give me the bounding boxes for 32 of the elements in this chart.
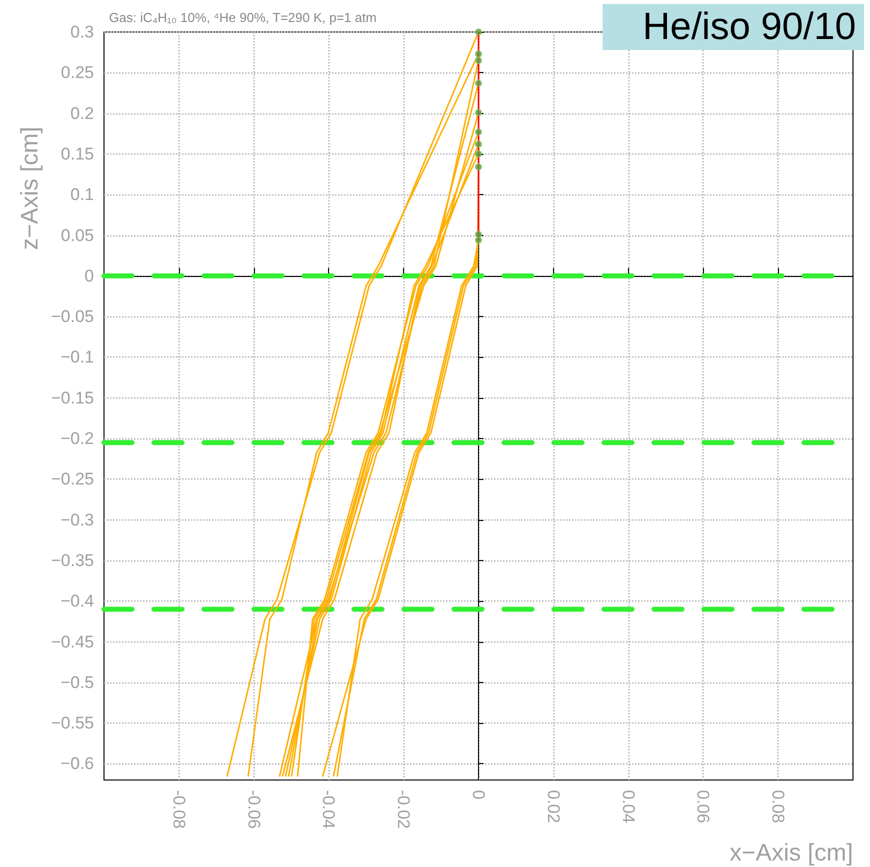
x-tick-label: -0.06 xyxy=(244,790,264,829)
x-tick-label: -0.08 xyxy=(169,790,188,829)
y-tick-label: −0.3 xyxy=(60,510,94,530)
x-tick-label: 0.02 xyxy=(544,790,563,824)
y-tick-label: 0.15 xyxy=(60,144,94,164)
chart-title: Gas: iC₄H₁₀ 10%, ⁴He 90%, T=290 K, p=1 atm xyxy=(109,10,377,25)
x-tick-label: 0.04 xyxy=(618,790,638,824)
y-axis-title: z−Axis [cm] xyxy=(16,126,44,250)
y-tick-label: −0.55 xyxy=(50,714,94,733)
y-tick-label: 0 xyxy=(84,266,94,286)
y-tick-label: −0.4 xyxy=(60,592,94,611)
y-tick-label: −0.15 xyxy=(50,388,94,408)
y-tick-label: −0.35 xyxy=(50,550,94,570)
x-tick-label: -0.02 xyxy=(394,790,414,829)
y-tick-label: −0.6 xyxy=(60,754,94,774)
y-tick-label: 0.05 xyxy=(60,226,94,245)
x-tick-label: -0.04 xyxy=(319,790,338,829)
y-tick-label: −0.1 xyxy=(60,348,94,367)
y-tick-label: −0.2 xyxy=(60,429,94,448)
x-axis-title: x−Axis [cm] xyxy=(730,840,854,866)
y-tick-label: 0.2 xyxy=(70,104,94,123)
y-tick-label: −0.5 xyxy=(60,672,94,692)
annotation: He/iso 90/10 xyxy=(642,6,856,48)
y-tick-label: 0.25 xyxy=(60,63,94,82)
x-tick-label: 0 xyxy=(469,790,488,800)
x-tick-label: 0.06 xyxy=(694,790,713,824)
x-tick-label: 0.08 xyxy=(768,790,788,824)
y-tick-label: 0.3 xyxy=(70,22,94,42)
y-tick-label: 0.1 xyxy=(70,185,94,204)
y-tick-label: −0.25 xyxy=(50,470,94,489)
y-tick-label: −0.45 xyxy=(50,632,94,652)
y-tick-label: −0.05 xyxy=(50,307,94,326)
